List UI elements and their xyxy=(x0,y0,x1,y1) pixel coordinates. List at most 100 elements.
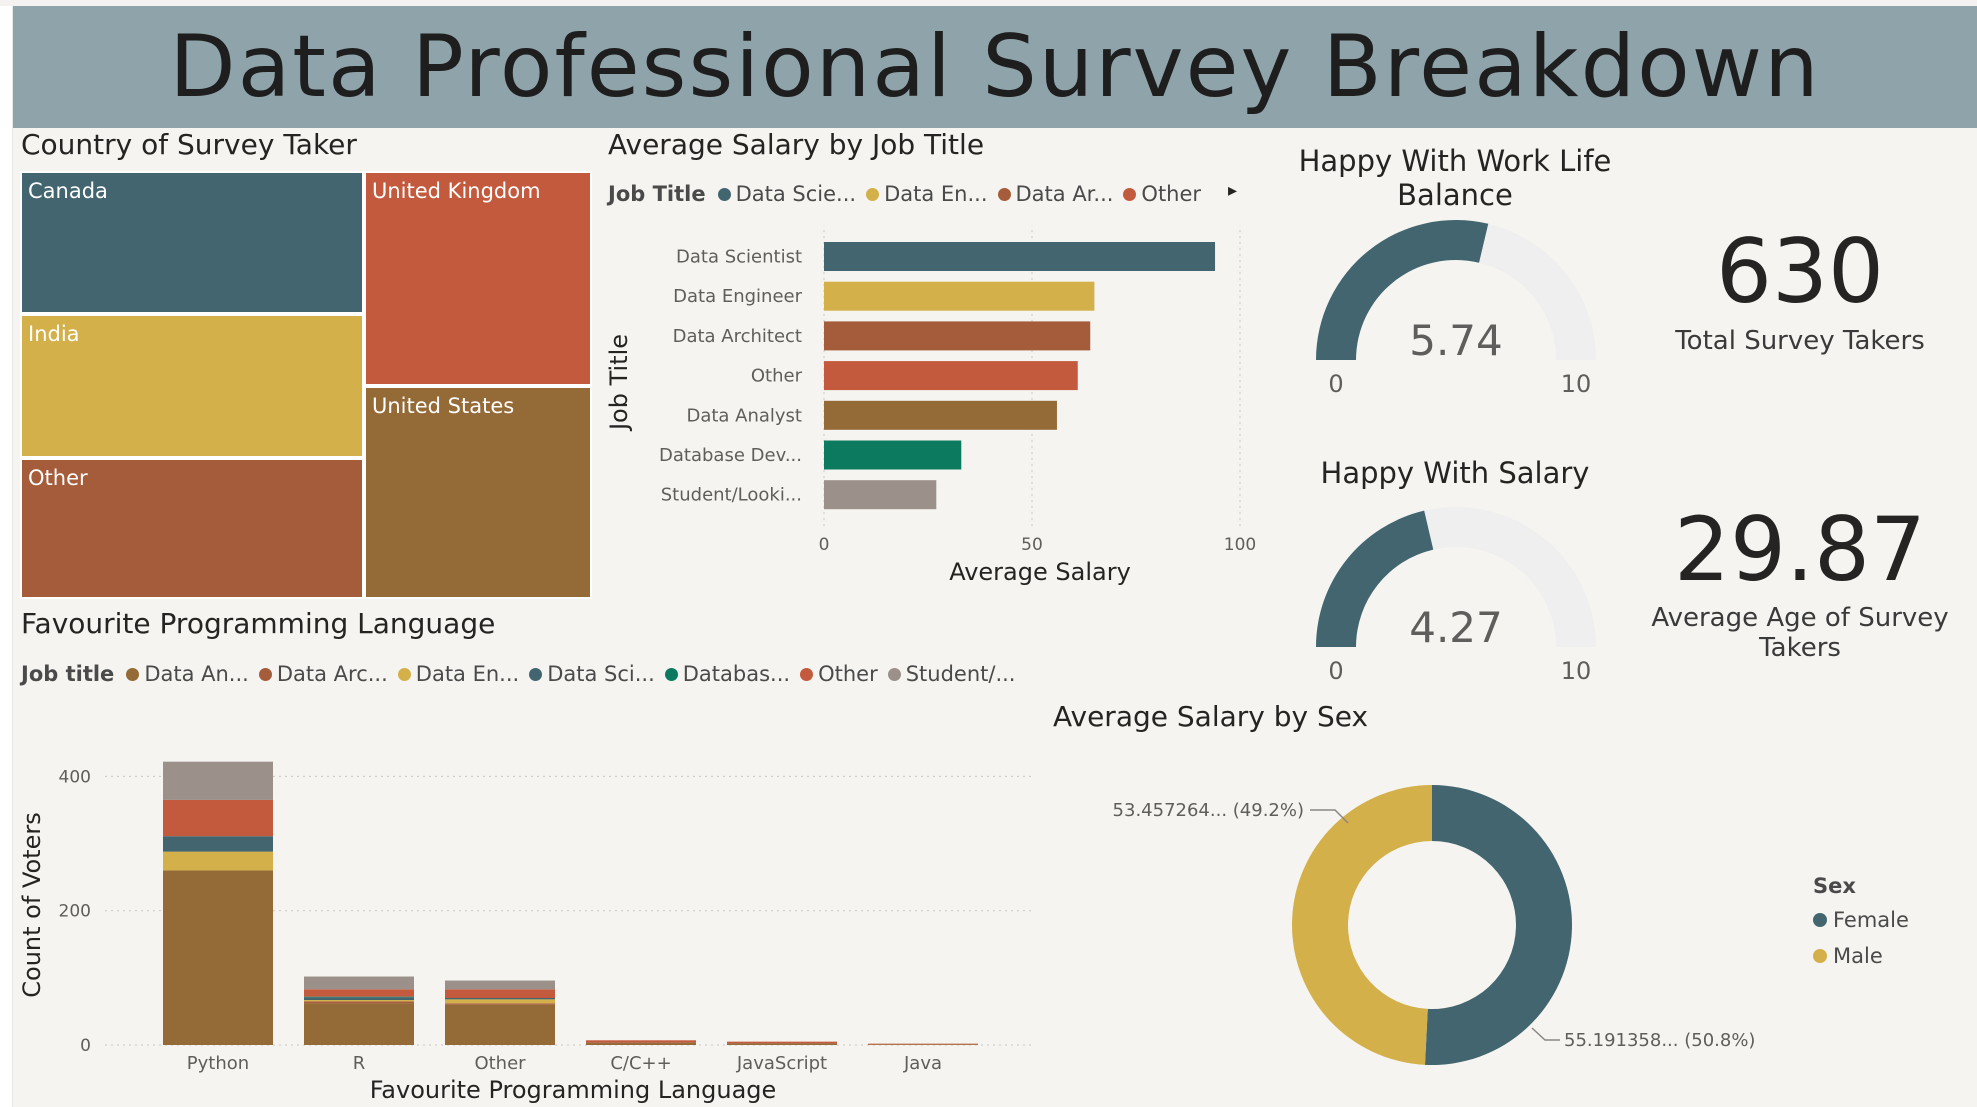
legend-item-data-ar[interactable]: Data Ar... xyxy=(997,182,1114,206)
x-tick-label: Python xyxy=(187,1053,249,1074)
gauge-max-label: 10 xyxy=(1561,657,1592,685)
sex-salary-donut-chart[interactable]: 53.457264... (49.2%) 55.191358... (50.8%) xyxy=(1090,760,1790,1090)
bar-segment-r-data-sci xyxy=(304,997,414,1001)
leader-line-female xyxy=(1531,1027,1560,1041)
category-label: Data Analyst xyxy=(686,405,802,426)
legend-item-data-arc[interactable]: Data Arc... xyxy=(258,662,388,686)
x-tick-label: 100 xyxy=(1224,535,1256,555)
bar-segment-python-data-an xyxy=(163,870,273,1045)
bar-segment-python-other xyxy=(163,799,273,837)
sex-legend: Sex Female Male xyxy=(1813,874,1909,980)
bar-segment-other-other xyxy=(445,989,555,998)
x-tick-label: Other xyxy=(474,1053,526,1074)
treemap-tile-india[interactable]: India xyxy=(20,314,364,458)
legend-item-data-en[interactable]: Data En... xyxy=(397,662,520,686)
x-axis-title: Average Salary xyxy=(949,558,1131,586)
donut-label-female: 55.191358... (50.8%) xyxy=(1564,1030,1755,1051)
bar-segment-other-data-sci xyxy=(445,998,555,1000)
gauge-fill xyxy=(1316,510,1434,647)
category-label: Database Dev... xyxy=(659,445,802,466)
x-tick-label: 0 xyxy=(819,535,830,555)
x-tick-label: 50 xyxy=(1021,535,1043,555)
job-salary-legend: Job Title Data Scie... Data En... Data Ar.… xyxy=(608,182,1211,206)
language-chart-title: Favourite Programming Language xyxy=(21,607,496,640)
legend-item-data-en[interactable]: Data En... xyxy=(866,182,988,206)
job-salary-chart-title: Average Salary by Job Title xyxy=(608,128,985,161)
average-age-label-line-2: Takers xyxy=(1759,633,1841,663)
treemap-tile-united-states[interactable]: United States xyxy=(364,386,592,599)
legend-label: Data En... xyxy=(884,182,988,206)
legend-dot xyxy=(717,187,731,201)
language-stacked-bar-chart[interactable]: 0 200 400 Python R Other C/C++ JavaScript Java Fa… xyxy=(13,705,1043,1105)
total-survey-takers-value: 630 xyxy=(1716,220,1884,323)
job-salary-bar-chart[interactable]: 0 50 100 Data Scientist Data Engineer Data Ar… xyxy=(600,210,1270,590)
treemap-tile-other[interactable]: Other xyxy=(20,458,364,599)
sex-legend-title: Sex xyxy=(1813,874,1856,898)
legend-item-student[interactable]: Student/... xyxy=(887,662,1016,686)
legend-item-databas[interactable]: Databas... xyxy=(664,662,791,686)
legend-next-arrow-icon[interactable]: ▸ xyxy=(1228,180,1238,201)
bar-data-scientist xyxy=(824,242,1216,271)
donut-label-male: 53.457264... (49.2%) xyxy=(1113,800,1304,821)
gauge-fill xyxy=(1316,220,1489,360)
happy-salary-gauge[interactable]: 4.27 0 10 xyxy=(1286,497,1626,687)
bar-segment-r-data-arc xyxy=(304,1001,414,1004)
treemap-tile-united-kingdom[interactable]: United Kingdom xyxy=(364,171,592,386)
total-survey-takers-label: Total Survey Takers xyxy=(1675,326,1925,356)
legend-item-data-sci[interactable]: Data Sci... xyxy=(529,662,655,686)
bar-segment-c-c-other xyxy=(586,1040,696,1043)
legend-label: Student/... xyxy=(905,662,1016,686)
bar-segment-java-other xyxy=(868,1043,978,1045)
bar-segment-other-data-an xyxy=(445,1004,555,1045)
legend-label: Data An... xyxy=(144,662,249,686)
category-label: Student/Looki... xyxy=(661,485,802,506)
legend-dot xyxy=(529,667,543,681)
tile-label: Canada xyxy=(28,179,108,203)
legend-item-other[interactable]: Other xyxy=(800,662,878,686)
category-label: Other xyxy=(751,366,803,387)
bar-segment-r-data-en xyxy=(304,1000,414,1002)
country-chart-title: Country of Survey Taker xyxy=(21,128,357,161)
x-tick-label: R xyxy=(353,1053,366,1074)
bar-student-looki xyxy=(824,480,937,510)
sex-legend-male[interactable]: Male xyxy=(1813,944,1909,968)
bar-segment-r-other xyxy=(304,989,414,997)
bar-other xyxy=(824,361,1078,391)
sex-legend-female[interactable]: Female xyxy=(1813,908,1909,932)
legend-label: Male xyxy=(1833,944,1883,968)
legend-label: Other xyxy=(818,662,878,686)
bar-segment-c-c-data-arc xyxy=(586,1042,696,1043)
legend-title: Job title xyxy=(21,662,115,686)
country-treemap[interactable]: Canada India Other United Kingdom United… xyxy=(20,171,592,599)
bar-segment-r-student xyxy=(304,976,414,990)
legend-item-data-an[interactable]: Data An... xyxy=(126,662,249,686)
legend-item-other[interactable]: Other xyxy=(1123,182,1201,206)
bar-segment-r-data-an xyxy=(304,1003,414,1045)
tile-label: United Kingdom xyxy=(372,179,541,203)
legend-dot xyxy=(997,187,1011,201)
legend-label: Data En... xyxy=(415,662,520,686)
treemap-tile-canada[interactable]: Canada xyxy=(20,171,364,314)
gauge-min-label: 0 xyxy=(1328,657,1343,685)
legend-label: Data Ar... xyxy=(1015,182,1114,206)
legend-label: Databas... xyxy=(682,662,791,686)
leader-line-male xyxy=(1310,809,1349,824)
legend-label: Other xyxy=(1141,182,1202,206)
tile-label: United States xyxy=(372,394,515,418)
legend-dot xyxy=(397,667,411,681)
legend-dot xyxy=(800,667,814,681)
donut-slice-male xyxy=(1292,785,1432,1065)
bar-segment-python-student xyxy=(163,761,273,800)
y-tick-label: 200 xyxy=(59,902,91,922)
average-age-label-line-1: Average Age of Survey xyxy=(1651,603,1949,633)
bar-database-dev xyxy=(824,440,962,470)
work-life-gauge[interactable]: 5.74 0 10 xyxy=(1286,210,1626,400)
category-label: Data Engineer xyxy=(673,286,802,307)
tile-label: Other xyxy=(28,466,88,490)
category-label: Data Scientist xyxy=(676,247,802,268)
bar-data-analyst xyxy=(824,400,1057,430)
bar-segment-javascript-other xyxy=(727,1041,837,1043)
bar-segment-python-data-en xyxy=(163,851,273,871)
language-legend: Job title Data An... Data Arc... Data En..… xyxy=(21,662,1026,686)
legend-item-data-scie[interactable]: Data Scie... xyxy=(717,182,856,206)
